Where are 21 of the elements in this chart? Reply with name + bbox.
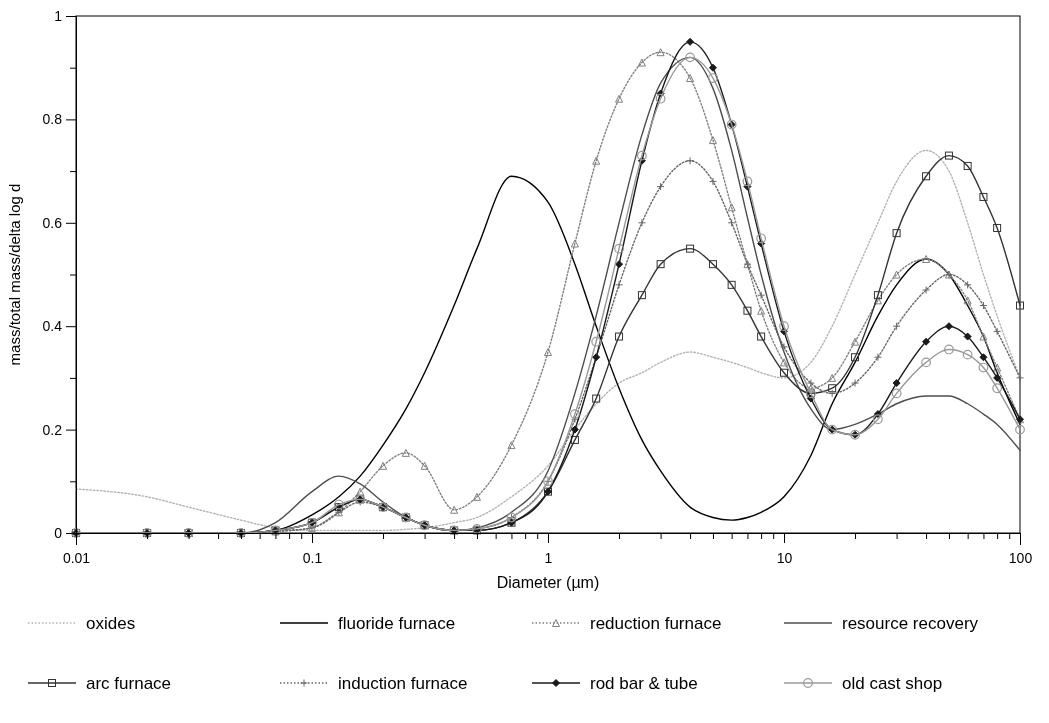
y-axis-title: mass/total mass/delta log d <box>6 183 23 366</box>
x-tick-label: 10 <box>776 549 793 566</box>
x-axis-title: Diameter (µm) <box>496 574 600 591</box>
legend-label: arc furnace <box>86 674 172 693</box>
legend-label: rod bar & tube <box>590 674 698 693</box>
y-tick-label: 0.2 <box>42 421 63 438</box>
x-tick-label: 1 <box>544 549 553 566</box>
y-tick-label: 0.4 <box>42 318 63 335</box>
legend-label: induction furnace <box>338 674 468 693</box>
legend-label: old cast shop <box>842 674 943 693</box>
x-tick-label: 0.01 <box>62 549 91 566</box>
legend-label: resource recovery <box>842 614 979 633</box>
y-tick-label: 0.6 <box>42 214 63 231</box>
legend-label: reduction furnace <box>590 614 722 633</box>
legend-label: fluoride furnace <box>338 614 456 633</box>
y-tick-label: 1 <box>54 7 63 24</box>
x-tick-label: 0.1 <box>302 549 323 566</box>
y-tick-label: 0.8 <box>42 111 63 128</box>
x-tick-label: 100 <box>1008 549 1033 566</box>
legend-label: oxides <box>86 614 136 633</box>
y-tick-label: 0 <box>54 524 63 541</box>
